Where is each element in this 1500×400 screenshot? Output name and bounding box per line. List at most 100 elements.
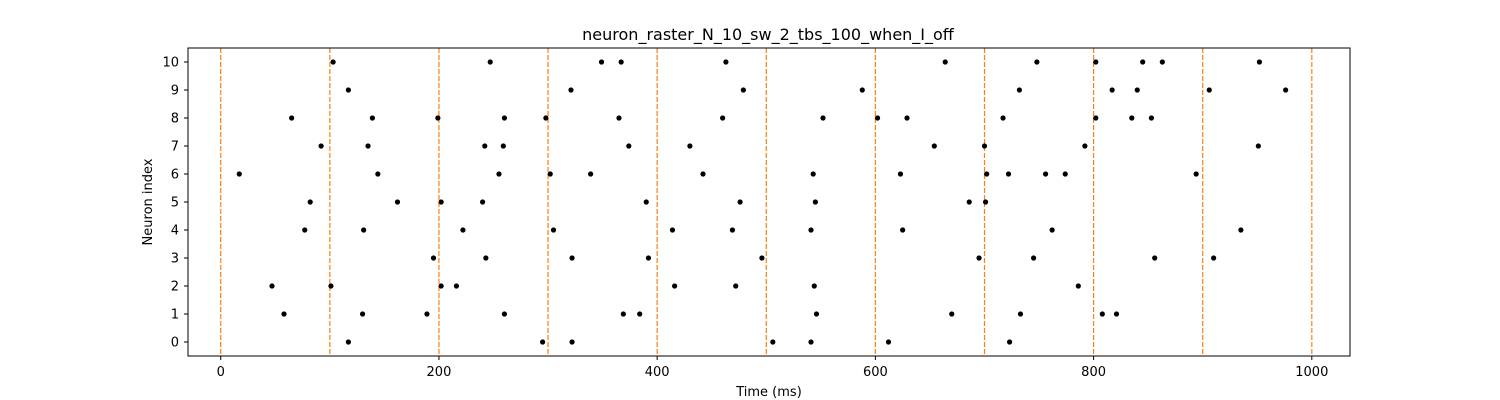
spike-point bbox=[740, 87, 746, 93]
y-tick-label: 8 bbox=[171, 112, 179, 127]
spike-point bbox=[810, 171, 816, 177]
spike-point bbox=[949, 311, 955, 317]
spike-point bbox=[812, 199, 818, 205]
spike-point bbox=[981, 143, 988, 149]
spike-point bbox=[620, 311, 626, 317]
spike-point bbox=[1030, 255, 1037, 261]
spike-point bbox=[550, 227, 557, 233]
x-tick-label: 200 bbox=[427, 365, 452, 380]
spike-point bbox=[269, 283, 275, 289]
x-tick-label: 800 bbox=[1081, 365, 1106, 380]
chart-title: neuron_raster_N_10_sw_2_tbs_100_when_I_o… bbox=[582, 25, 955, 45]
spike-point bbox=[501, 311, 508, 317]
spike-point bbox=[1109, 87, 1115, 93]
spike-point bbox=[547, 171, 553, 177]
spike-point bbox=[1283, 87, 1289, 93]
y-axis-ticks: 0 1 2 3 4 5 6 7 8 9 10 bbox=[162, 56, 188, 351]
spike-point bbox=[1193, 171, 1199, 177]
spike-point bbox=[700, 171, 706, 177]
spike-point bbox=[479, 199, 486, 205]
spike-point bbox=[984, 171, 990, 177]
y-axis-label: Neuron index bbox=[141, 158, 156, 245]
spike-point bbox=[394, 199, 401, 205]
spike-point bbox=[616, 115, 622, 121]
y-tick-label: 4 bbox=[171, 224, 179, 239]
spike-point bbox=[1159, 59, 1165, 65]
spike-point bbox=[1049, 227, 1055, 233]
stimulus-lines bbox=[220, 48, 1313, 356]
spike-point bbox=[770, 339, 776, 345]
y-tick-label: 3 bbox=[171, 252, 179, 267]
x-tick-label: 0 bbox=[217, 365, 225, 380]
spike-point bbox=[1256, 59, 1263, 65]
spike-point bbox=[820, 115, 826, 121]
spike-point bbox=[1062, 171, 1068, 177]
spike-point bbox=[540, 339, 546, 345]
spike-point bbox=[897, 171, 904, 177]
spike-point bbox=[976, 255, 982, 261]
spike-point bbox=[318, 143, 324, 149]
spike-point bbox=[430, 255, 437, 261]
spike-point bbox=[1093, 115, 1099, 121]
spike-point bbox=[330, 59, 336, 65]
spike-point bbox=[672, 283, 678, 289]
y-tick-label: 10 bbox=[162, 56, 179, 71]
spike-point bbox=[569, 255, 575, 261]
spike-point bbox=[307, 199, 313, 205]
spike-point bbox=[361, 227, 367, 233]
spike-point bbox=[328, 283, 334, 289]
spike-point bbox=[808, 339, 814, 345]
spike-point bbox=[1034, 59, 1040, 65]
spike-point bbox=[1082, 143, 1088, 149]
spike-point bbox=[1238, 227, 1244, 233]
spike-point bbox=[1005, 171, 1012, 177]
spike-point bbox=[729, 227, 736, 233]
spike-point bbox=[598, 59, 605, 65]
spike-point bbox=[543, 115, 549, 121]
spike-point bbox=[720, 115, 726, 121]
x-axis-ticks: 0 200 400 600 800 1000 bbox=[217, 356, 1328, 380]
x-tick-label: 1000 bbox=[1295, 365, 1328, 380]
spike-point bbox=[1017, 311, 1024, 317]
spike-point bbox=[626, 143, 632, 149]
spike-point bbox=[483, 255, 489, 261]
spike-point bbox=[645, 255, 652, 261]
spike-point bbox=[1206, 87, 1212, 93]
spike-point bbox=[811, 283, 817, 289]
spike-point bbox=[375, 171, 381, 177]
spike-point bbox=[460, 227, 466, 233]
y-tick-label: 5 bbox=[171, 196, 179, 211]
spike-point bbox=[482, 143, 488, 149]
spike-point bbox=[1006, 339, 1013, 345]
spike-point bbox=[874, 115, 881, 121]
spike-point bbox=[1093, 59, 1099, 65]
spike-point bbox=[637, 311, 643, 317]
spike-point bbox=[1113, 311, 1120, 317]
spike-point bbox=[859, 87, 865, 93]
spike-point bbox=[424, 311, 430, 317]
spike-point bbox=[236, 171, 242, 177]
x-tick-label: 600 bbox=[863, 365, 888, 380]
spike-point bbox=[588, 171, 594, 177]
spike-point bbox=[496, 171, 502, 177]
y-tick-label: 7 bbox=[171, 140, 179, 155]
spike-point bbox=[1016, 87, 1023, 93]
spike-point bbox=[723, 59, 729, 65]
y-tick-label: 2 bbox=[171, 280, 179, 295]
spike-point bbox=[345, 87, 351, 93]
spike-point bbox=[942, 59, 948, 65]
spike-point bbox=[1134, 87, 1140, 93]
spike-point bbox=[1129, 115, 1135, 121]
spike-point bbox=[1042, 171, 1049, 177]
spike-point bbox=[568, 87, 574, 93]
spike-point bbox=[931, 143, 937, 149]
x-tick-label: 400 bbox=[645, 365, 670, 380]
spike-point bbox=[369, 115, 375, 121]
spike-point bbox=[982, 199, 989, 205]
spike-point bbox=[345, 339, 351, 345]
spike-point bbox=[569, 339, 575, 345]
spike-point bbox=[365, 143, 371, 149]
spike-point bbox=[1075, 283, 1081, 289]
spike-points bbox=[236, 59, 1289, 345]
